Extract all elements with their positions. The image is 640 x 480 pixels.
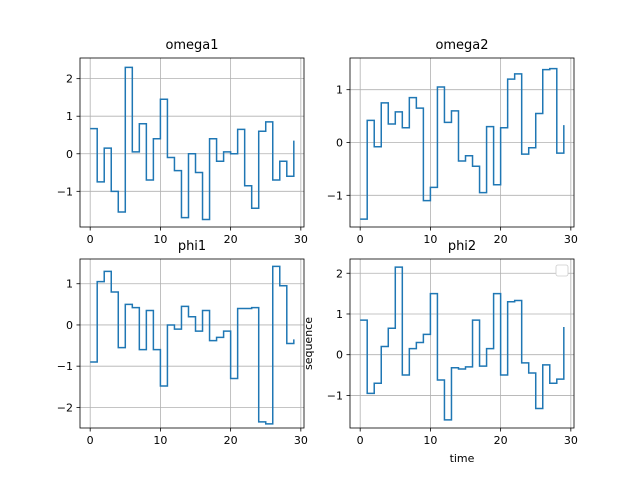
y-tick-label: 1 xyxy=(66,278,73,291)
y-tick-label: −1 xyxy=(57,360,73,373)
legend xyxy=(555,264,569,277)
x-tick-label: 10 xyxy=(153,233,167,246)
x-tick-label: 0 xyxy=(87,434,94,447)
y-tick-label: −2 xyxy=(57,401,73,414)
series-line xyxy=(360,67,565,220)
subplot-phi1: 0 10 20 30 −2 −1 0 1 phi1 xyxy=(57,239,308,447)
x-tick-label: 30 xyxy=(564,434,578,447)
x-axis-label: time xyxy=(450,452,475,465)
series-line xyxy=(360,266,565,421)
y-tick-label: −1 xyxy=(327,389,343,402)
x-tick-label: 20 xyxy=(494,434,508,447)
y-tick-label: 1 xyxy=(66,110,73,123)
x-tick-label: 0 xyxy=(87,233,94,246)
x-tick-label: 10 xyxy=(153,434,167,447)
x-tick-label: 30 xyxy=(294,233,308,246)
x-tick-label: 20 xyxy=(494,233,508,246)
y-axis-label: sequence xyxy=(302,317,315,370)
series-line xyxy=(90,66,295,221)
subplot-phi2: 0 10 20 30 −1 0 1 2 phi2 time sequence xyxy=(302,239,578,465)
y-tick-label: 2 xyxy=(336,267,343,280)
x-tick-label: 20 xyxy=(224,434,238,447)
axes-frame xyxy=(79,258,305,429)
x-tick-label: 10 xyxy=(423,233,437,246)
axes-frame xyxy=(349,258,575,429)
y-tick-label: 0 xyxy=(66,148,73,161)
axes-frame xyxy=(79,57,305,228)
subplot-omega1: 0 10 20 30 −1 0 1 2 omega1 xyxy=(57,38,308,246)
subplot-title: phi1 xyxy=(178,239,206,254)
y-tick-label: 0 xyxy=(336,349,343,362)
series-line xyxy=(90,265,295,425)
x-tick-label: 0 xyxy=(357,434,364,447)
y-tick-label: −1 xyxy=(57,185,73,198)
x-tick-label: 10 xyxy=(423,434,437,447)
x-tick-label: 30 xyxy=(294,434,308,447)
y-tick-label: −1 xyxy=(327,189,343,202)
x-tick-label: 20 xyxy=(224,233,238,246)
subplot-title: phi2 xyxy=(448,239,476,254)
subplot-omega2: 0 10 20 30 −1 0 1 omega2 xyxy=(327,38,578,246)
x-tick-label: 0 xyxy=(357,233,364,246)
subplot-title: omega1 xyxy=(165,38,218,53)
y-tick-label: 1 xyxy=(336,308,343,321)
y-tick-label: 2 xyxy=(66,73,73,86)
y-tick-label: 1 xyxy=(336,84,343,97)
y-tick-label: 0 xyxy=(66,319,73,332)
y-tick-label: 0 xyxy=(336,137,343,150)
x-tick-label: 30 xyxy=(564,233,578,246)
subplot-title: omega2 xyxy=(435,38,488,53)
